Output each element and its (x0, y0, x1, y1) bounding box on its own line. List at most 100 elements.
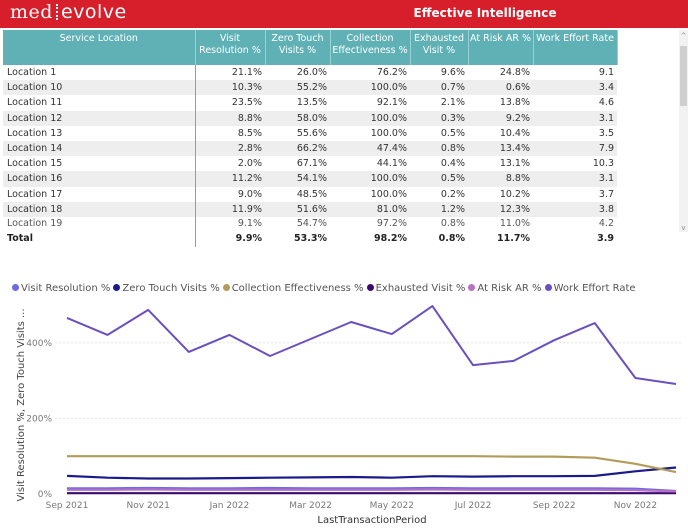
legend-dot-icon (544, 284, 552, 291)
series-line-work-effort-rate[interactable] (66, 305, 677, 385)
cell-value: 10.4% (499, 127, 530, 139)
scroll-up-arrow-icon[interactable]: ^ (680, 32, 687, 40)
legend-item[interactable]: Zero Touch Visits % (113, 283, 220, 294)
cell-value: 9.1% (237, 217, 262, 229)
column-header[interactable]: Collection Effectiveness % (330, 30, 411, 65)
legend-item[interactable]: At Risk AR % (468, 283, 542, 294)
legend-item[interactable]: Exhausted Visit % (366, 283, 465, 294)
cell-value: 3.1 (533, 171, 617, 187)
cell-location: Location 11 (3, 95, 196, 111)
cell-value: 3.5 (598, 127, 614, 139)
legend-dot-icon (468, 284, 476, 291)
cell-value: 54.7% (296, 217, 327, 229)
column-header[interactable]: Work Effort Rate (533, 30, 618, 65)
table-row[interactable]: Location 1 21.1% 26.0% 76.2% 9.6% 24.8% 9.1 (3, 65, 617, 81)
cell-value: 12.3% (468, 201, 533, 217)
table-row[interactable]: Location 16 11.2% 54.1% 100.0% 0.5% 8.8% 3.1 (3, 171, 617, 187)
cell-value: 100.0% (370, 127, 407, 139)
cell-value: 54.1% (265, 171, 330, 187)
cell-value: 9.6% (440, 67, 465, 79)
cell-value: 13.5% (296, 97, 327, 109)
cell-value: 66.2% (265, 140, 330, 157)
y-axis-title: Visit Resolution %, Zero Touch Visits ..… (16, 308, 27, 501)
cell-value: 2.8% (195, 140, 265, 157)
table-row[interactable]: Location 11 23.5% 13.5% 92.1% 2.1% 13.8% 4.6 (3, 95, 617, 111)
column-header-label: Work Effort Rate (536, 33, 614, 44)
y-tick-label: 0% (38, 490, 53, 500)
column-header[interactable]: Visit Resolution % (195, 30, 266, 65)
cell-value: 76.2% (376, 67, 407, 79)
cell-value: 0.2% (440, 188, 465, 200)
cell-value: 0.7% (410, 80, 468, 96)
cell-value: 3.1 (533, 110, 617, 126)
series-line-zero-touch-visits[interactable] (66, 466, 677, 480)
cell-location: Location 15 (3, 156, 196, 172)
y-tick-label: 400% (26, 339, 52, 349)
table-row[interactable]: Location 18 11.9% 51.6% 81.0% 1.2% 12.3% 3.8 (3, 201, 617, 217)
line-chart: 0% 200% 400%Visit Resolution %, Zero Touch… (16, 305, 682, 526)
legend-item[interactable]: Work Effort Rate (544, 283, 636, 294)
table-row[interactable]: Location 17 9.0% 48.5% 100.0% 0.2% 10.2% 3.7 (3, 186, 617, 202)
column-header-label: Service Location (59, 33, 138, 44)
cell-location: Location 19 (3, 216, 196, 231)
cell-value: 100.0% (330, 80, 410, 96)
table-header-row: Service Location Visit Resolution % Zero To… (3, 30, 618, 65)
table-scrollbar[interactable]: ^ v (679, 30, 688, 232)
cell-value: 11.9% (195, 201, 265, 217)
column-header-label: Resolution % (199, 45, 261, 56)
cell-value: 51.6% (265, 201, 330, 217)
legend-dot-icon (366, 284, 374, 291)
column-header-label: Collection (346, 33, 394, 44)
cell-value: 8.8% (195, 110, 265, 126)
x-tick-label: Sep 2021 (46, 501, 89, 511)
report-title: Effective Intelligence (413, 6, 557, 20)
cell-value: 23.5% (231, 97, 262, 109)
table-row[interactable]: Location 14 2.8% 66.2% 47.4% 0.8% 13.4% 7.9 (3, 140, 617, 157)
cell-value: 4.2 (598, 217, 614, 229)
cell-value: 3.8 (533, 201, 617, 217)
cell-value: 0.6% (468, 80, 533, 96)
scroll-down-arrow-icon[interactable]: v (681, 224, 686, 232)
legend-item[interactable]: Visit Resolution % (12, 283, 110, 294)
x-tick-label: Jan 2022 (209, 501, 250, 511)
x-tick-label: Sep 2022 (533, 501, 576, 511)
cell-value: 7.9 (533, 140, 617, 157)
cell-value: 81.0% (330, 201, 410, 217)
cell-value: 13.8% (499, 97, 530, 109)
column-header-label: Effectiveness % (332, 45, 408, 56)
legend-label: Visit Resolution % (21, 283, 111, 294)
chart-legend: Visit Resolution % Zero Touch Visits % Col… (12, 283, 639, 294)
column-header[interactable]: Zero Touch Visits % (265, 30, 331, 65)
cell-value: 9.0% (237, 188, 262, 200)
total-value: 53.3% (265, 230, 330, 247)
x-tick-label: Nov 2021 (127, 501, 170, 511)
series-line-collection-effectiveness[interactable] (67, 455, 677, 474)
legend-label: At Risk AR % (477, 283, 542, 294)
column-header[interactable]: At Risk AR % (468, 30, 534, 65)
cell-value: 100.0% (370, 188, 407, 200)
cell-value: 8.5% (237, 127, 262, 139)
cell-value: 9.2% (468, 110, 533, 126)
table-row[interactable]: Location 10 10.3% 55.2% 100.0% 0.7% 0.6% 3.4 (3, 80, 617, 96)
table-row[interactable]: Location 15 2.0% 67.1% 44.1% 0.4% 13.1% 10.3 (3, 156, 617, 172)
legend-item[interactable]: Collection Effectiveness % (222, 283, 364, 294)
total-value: 9.9% (195, 230, 265, 247)
table-row[interactable]: Location 19 9.1% 54.7% 97.2% 0.8% 11.0% 4.2 (3, 216, 617, 231)
y-tick-label: 200% (26, 414, 52, 424)
cell-value: 0.4% (440, 158, 465, 170)
legend-dot-icon (113, 284, 121, 291)
column-header[interactable]: Exhausted Visit % (410, 30, 469, 65)
table-total-row: Total 9.9% 53.3% 98.2% 0.8% 11.7% 3.9 (3, 230, 617, 247)
cell-value: 55.6% (296, 127, 327, 139)
cell-value: 8.8% (468, 171, 533, 187)
metrics-table: Service Location Visit Resolution % Zero To… (3, 30, 679, 247)
table-row[interactable]: Location 13 8.5% 55.6% 100.0% 0.5% 10.4% 3.5 (3, 125, 617, 141)
series-line-at-risk-ar[interactable] (67, 488, 677, 493)
cell-location: Location 1 (3, 65, 196, 81)
series-line-visit-resolution[interactable] (67, 486, 677, 493)
column-header[interactable]: Service Location (3, 30, 196, 65)
scroll-thumb[interactable] (680, 46, 687, 106)
cell-value: 0.5% (410, 171, 468, 187)
table-row[interactable]: Location 12 8.8% 58.0% 100.0% 0.3% 9.2% 3.1 (3, 110, 617, 126)
x-tick-label: Nov 2022 (614, 501, 657, 511)
